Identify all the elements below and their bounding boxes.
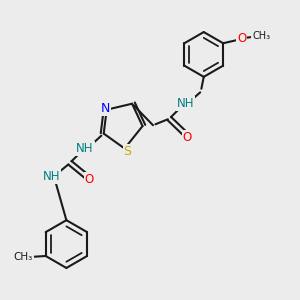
Text: O: O (237, 32, 246, 45)
Text: S: S (124, 145, 132, 158)
Text: N: N (100, 102, 110, 115)
Text: CH₃: CH₃ (14, 253, 33, 262)
Text: NH: NH (42, 170, 60, 183)
Text: NH: NH (176, 97, 194, 110)
Text: O: O (183, 131, 192, 144)
Text: CH₃: CH₃ (252, 31, 270, 41)
Text: O: O (85, 173, 94, 186)
Text: NH: NH (76, 142, 94, 155)
